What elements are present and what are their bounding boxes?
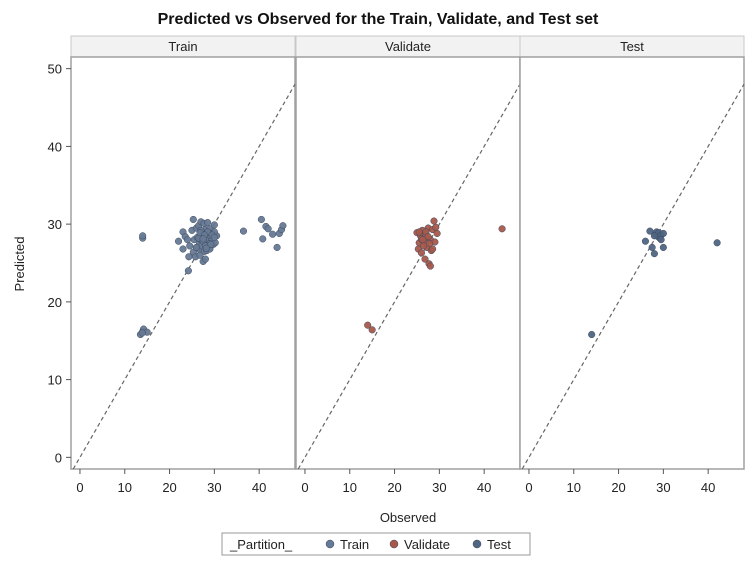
data-point (204, 219, 212, 227)
data-point (138, 329, 146, 337)
data-point (713, 239, 721, 247)
x-tick-label: 20 (162, 480, 176, 495)
y-tick-label: 0 (55, 450, 62, 465)
x-tick-label: 30 (432, 480, 446, 495)
legend-frame (221, 532, 531, 556)
data-point (279, 222, 287, 230)
data-point (207, 240, 215, 248)
legend-label-train: Train (340, 537, 369, 552)
data-point (425, 240, 434, 248)
x-tick-label: 20 (387, 480, 401, 495)
y-tick-label: 20 (48, 295, 62, 310)
x-tick-label: 20 (611, 480, 625, 495)
data-point (189, 215, 197, 224)
data-point (202, 244, 210, 252)
panel-frame (519, 56, 745, 470)
data-point (648, 243, 656, 252)
x-axis-label: Observed (380, 510, 436, 525)
data-point (429, 245, 437, 253)
x-tick-label: 0 (301, 480, 308, 495)
data-point (659, 243, 667, 252)
chart-title: Predicted vs Observed for the Train, Val… (158, 11, 599, 28)
legend-marker-train (325, 539, 335, 549)
data-point (199, 235, 207, 243)
panel-header-label: Test (620, 39, 644, 54)
data-point (174, 237, 183, 245)
panel-validate: Validate 0 10 20 30 40 (295, 35, 521, 495)
y-tick-label: 10 (48, 373, 62, 388)
legend: _Partition_ Train Validate Test (221, 532, 531, 556)
data-point (433, 229, 441, 238)
data-point (196, 251, 204, 259)
legend-label-validate: Validate (404, 537, 450, 552)
panels-group: Train 0 10 20 30 40 Validate 0 10 20 30 40 Test 0 10 20… (48, 35, 745, 495)
data-point (650, 250, 658, 258)
data-point (659, 229, 667, 238)
data-point (210, 221, 218, 229)
data-point (368, 326, 376, 334)
data-point (192, 243, 200, 252)
data-point (186, 242, 194, 250)
data-point (657, 236, 665, 244)
data-point (650, 232, 658, 240)
x-tick-label: 10 (567, 480, 581, 495)
legend-entries: Train Validate Test (325, 537, 511, 552)
data-point (259, 235, 267, 243)
data-point (201, 255, 209, 263)
y-tick-label: 30 (48, 217, 62, 232)
data-point (421, 255, 429, 263)
data-point (210, 233, 218, 241)
y-tick-label: 50 (48, 62, 62, 77)
data-point (641, 237, 649, 245)
data-point (264, 225, 272, 233)
x-tick-label: 30 (207, 480, 221, 495)
data-point (184, 267, 192, 275)
legend-title: _Partition_ (229, 537, 293, 552)
panel-header-label: Validate (385, 39, 431, 54)
x-tick-label: 30 (656, 480, 670, 495)
x-tick-label: 40 (701, 480, 715, 495)
x-tick-label: 10 (118, 480, 132, 495)
data-point (498, 225, 506, 233)
legend-label-test: Test (487, 537, 511, 552)
data-point (415, 228, 423, 236)
panel-test: Test 0 10 20 30 40 (519, 35, 745, 495)
panel-frame (70, 56, 296, 470)
data-point (239, 227, 248, 235)
data-point (139, 232, 147, 240)
data-point (257, 215, 265, 224)
data-point (364, 321, 372, 329)
x-tick-label: 40 (252, 480, 266, 495)
x-tick-label: 0 (76, 480, 83, 495)
panel-frame (295, 56, 521, 470)
x-tick-label: 40 (477, 480, 491, 495)
y-axis-label: Predicted (12, 237, 27, 292)
panel-header-label: Train (168, 39, 197, 54)
legend-marker-validate (389, 539, 399, 549)
y-tick-label: 40 (48, 139, 62, 154)
data-point (417, 249, 425, 257)
data-point (426, 262, 434, 270)
data-point (432, 223, 440, 231)
panel-train: Train 0 10 20 30 40 (70, 35, 296, 495)
data-point (430, 217, 438, 225)
data-point (179, 245, 187, 253)
data-point (183, 236, 192, 244)
data-point (273, 243, 281, 252)
legend-marker-test (472, 539, 482, 549)
data-point (419, 236, 427, 244)
x-tick-label: 10 (343, 480, 357, 495)
data-point (424, 233, 432, 241)
data-point (269, 230, 277, 238)
data-point (588, 330, 596, 339)
x-tick-label: 0 (525, 480, 532, 495)
